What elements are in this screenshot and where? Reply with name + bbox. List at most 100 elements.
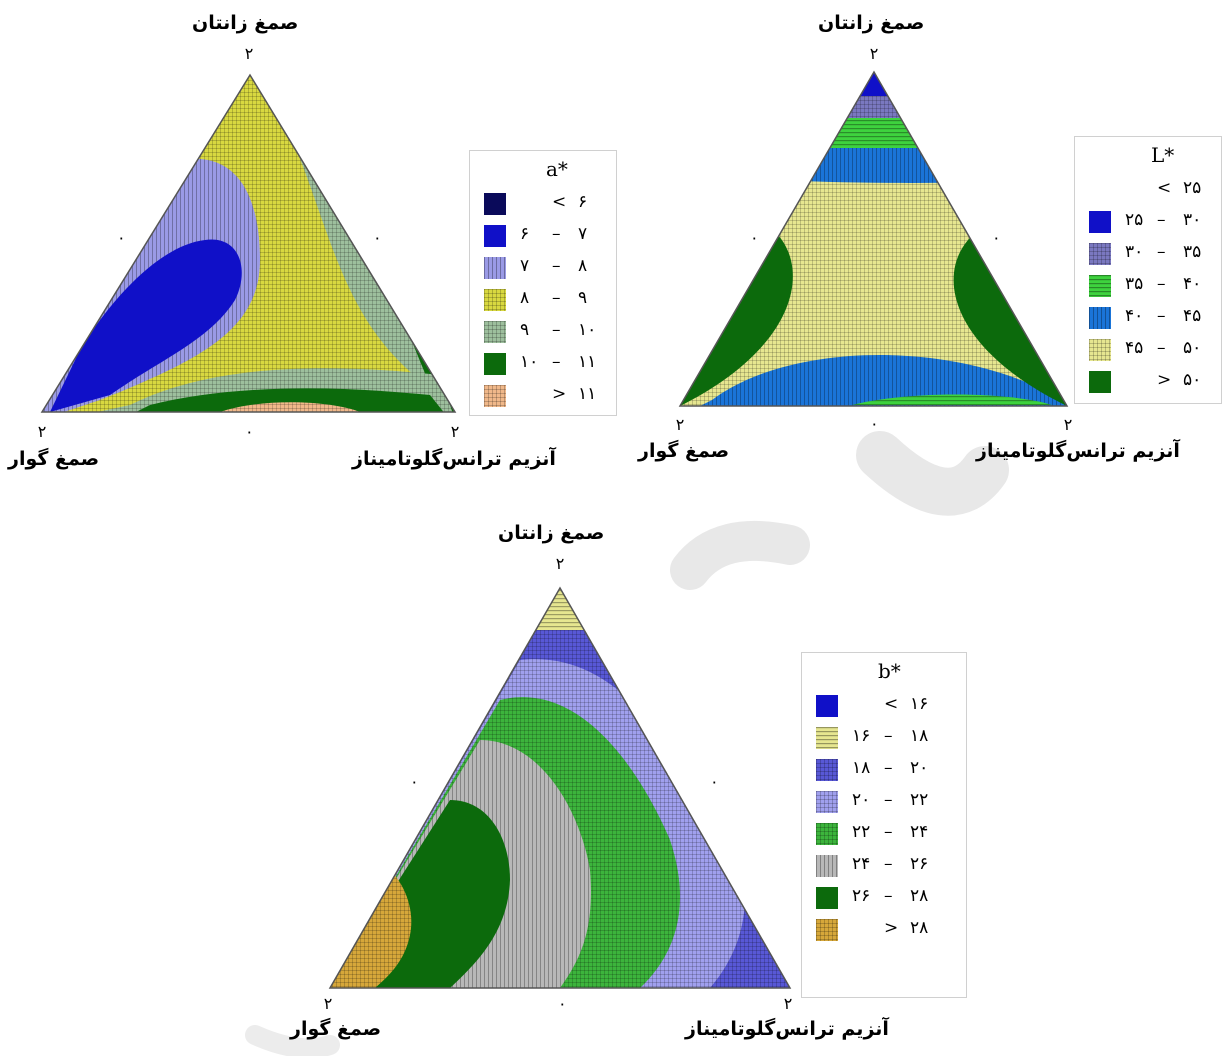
legend-op: – — [884, 854, 893, 874]
legend-entry: <۱۶ — [802, 693, 966, 719]
legend-swatch — [816, 855, 838, 877]
legend-title: b* — [878, 659, 901, 683]
edge-midpoint-right: ۰ — [992, 228, 1001, 247]
region-6-7 — [50, 239, 242, 412]
legend-low: ۱۰ — [520, 352, 539, 372]
vertex-label-left: صمغ گوار — [638, 440, 730, 462]
legend-b-star: b* <۱۶ ۱۶–۱۸ ۱۸–۲۰ ۲۰–۲۲ ۲۲–۲۴ ۲۴–۲۶ ۲۶–۲۸ >۲۸ — [801, 652, 967, 998]
legend-op: > — [884, 918, 899, 938]
vertex-label-right: آنزیم ترانس‌گلوتامیناز — [976, 440, 1180, 462]
legend-entry: <۲۵ — [1075, 177, 1221, 203]
legend-entry: ۲۲–۲۴ — [802, 821, 966, 847]
edge-midpoint-right: ۰ — [710, 772, 719, 791]
legend-swatch — [484, 257, 506, 279]
legend-entry: ۲۶–۲۸ — [802, 885, 966, 911]
legend-swatch — [816, 919, 838, 941]
vertex-tick-right: ۲ — [1063, 415, 1073, 434]
ternary-plot-L-star — [678, 70, 1069, 407]
legend-swatch — [484, 225, 506, 247]
legend-low: ۲۶ — [852, 886, 871, 906]
edge-midpoint-left: ۰ — [750, 228, 759, 247]
legend-low: ۴۵ — [1125, 338, 1144, 358]
legend-title: a* — [546, 157, 568, 181]
vertex-label-right: آنزیم ترانس‌گلوتامیناز — [685, 1018, 889, 1040]
ternary-panel-b-star: صمغ زانتان ۲ ۲ ۲ صمغ گوار آنزیم ترانس‌گل… — [280, 510, 980, 1056]
legend-high: ۱۱ — [578, 384, 597, 404]
legend-high: ۱۰ — [578, 320, 597, 340]
triangle-outline — [40, 73, 457, 413]
legend-swatch — [1089, 275, 1111, 297]
legend-swatch — [484, 289, 506, 311]
legend-op: – — [1157, 210, 1166, 230]
legend-low: ۲۰ — [852, 790, 871, 810]
legend-op: – — [884, 758, 893, 778]
legend-entry: ۸ –۹ — [470, 287, 616, 313]
legend-entry: ۱۰–۱۱ — [470, 351, 616, 377]
legend-high: ۳۰ — [1183, 210, 1202, 230]
edge-midpoint-bottom: ۰ — [558, 994, 567, 1013]
legend-op: – — [884, 726, 893, 746]
legend-entry: ۱۶–۱۸ — [802, 725, 966, 751]
legend-high: ۲۵ — [1183, 178, 1202, 198]
vertex-label-top: صمغ زانتان — [818, 12, 925, 34]
legend-swatch — [816, 695, 838, 717]
legend-entry: ۲۰–۲۲ — [802, 789, 966, 815]
legend-op: – — [1157, 338, 1166, 358]
legend-high: ۵۰ — [1183, 338, 1202, 358]
region-gt-50-right — [953, 222, 1067, 406]
legend-low: ۴۰ — [1125, 306, 1144, 326]
legend-low: ۷ — [520, 256, 530, 276]
legend-entry: ۶ –۷ — [470, 223, 616, 249]
legend-swatch — [484, 321, 506, 343]
legend-entry: ۴۰–۴۵ — [1075, 305, 1221, 331]
legend-entry: >۲۸ — [802, 917, 966, 943]
legend-title: L* — [1151, 143, 1175, 167]
ternary-panel-L-star: صمغ زانتان ۲ ۲ ۲ صمغ گوار آنزیم ترانس‌گل… — [612, 0, 1226, 470]
legend-op: – — [552, 288, 561, 308]
legend-swatch — [1089, 211, 1111, 233]
edge-midpoint-bottom: ۰ — [245, 422, 254, 441]
legend-high: ۱۶ — [910, 694, 929, 714]
legend-L-star: L* <۲۵ ۲۵–۳۰ ۳۰–۳۵ ۳۵–۴۰ ۴۰–۴۵ ۴۵–۵۰ >۵۰ — [1074, 136, 1222, 404]
vertex-tick-left: ۲ — [37, 422, 47, 441]
legend-entry: >۵۰ — [1075, 369, 1221, 395]
ternary-plot-b-star — [328, 586, 792, 989]
legend-swatch — [816, 727, 838, 749]
legend-op: – — [884, 822, 893, 842]
legend-high: ۷ — [578, 224, 588, 244]
legend-swatch — [1089, 307, 1111, 329]
legend-swatch — [1089, 339, 1111, 361]
edge-midpoint-left: ۰ — [410, 772, 419, 791]
legend-entry: ۴۵–۵۰ — [1075, 337, 1221, 363]
legend-low: ۳۵ — [1125, 274, 1144, 294]
legend-high: ۲۶ — [910, 854, 929, 874]
vertex-label-top: صمغ زانتان — [192, 12, 299, 34]
legend-op: – — [1157, 242, 1166, 262]
legend-op: < — [1157, 178, 1172, 198]
legend-op: – — [552, 352, 561, 372]
ternary-plot-a-star — [40, 73, 457, 413]
vertex-tick-right: ۲ — [783, 994, 793, 1013]
legend-op: < — [552, 192, 567, 212]
legend-swatch — [484, 193, 506, 215]
vertex-label-right: آنزیم ترانس‌گلوتامیناز — [352, 448, 556, 470]
edge-midpoint-bottom: ۰ — [870, 414, 879, 433]
legend-high: ۱۱ — [578, 352, 597, 372]
legend-high: ۳۵ — [1183, 242, 1202, 262]
legend-low: ۳۰ — [1125, 242, 1144, 262]
legend-entry: ۱۸–۲۰ — [802, 757, 966, 783]
legend-op: – — [1157, 274, 1166, 294]
legend-a-star: a* <۶ ۶–۷ ۷–۸ ۸–۹ ۹–۱۰ ۱۰–۱۱ >۱۱ — [469, 150, 617, 416]
legend-swatch — [816, 759, 838, 781]
region-gt-50-left — [680, 222, 793, 406]
triangle-outline — [328, 586, 792, 989]
legend-high: ۲۴ — [910, 822, 929, 842]
legend-op: – — [1157, 306, 1166, 326]
legend-high: ۶ — [578, 192, 588, 212]
legend-swatch — [484, 385, 506, 407]
legend-entry: <۶ — [470, 191, 616, 217]
legend-entry: ۳۰–۳۵ — [1075, 241, 1221, 267]
legend-low: ۱۸ — [852, 758, 871, 778]
region-30-35 — [680, 96, 1067, 118]
